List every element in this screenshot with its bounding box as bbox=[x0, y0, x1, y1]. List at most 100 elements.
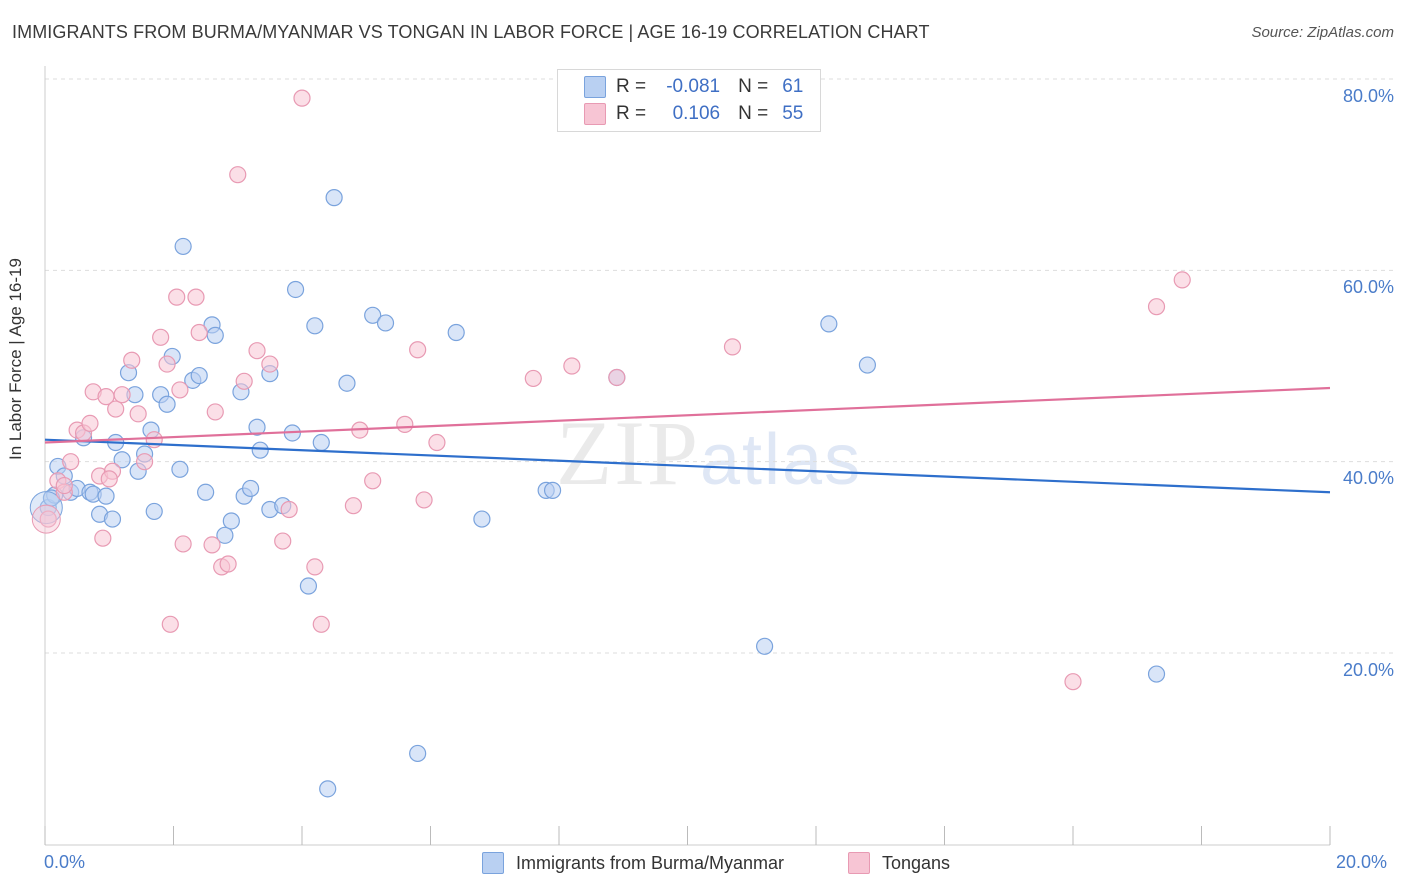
data-point bbox=[543, 481, 562, 499]
data-point bbox=[161, 615, 179, 633]
data-point bbox=[81, 414, 99, 432]
data-point bbox=[447, 323, 465, 342]
data-point bbox=[123, 351, 141, 369]
series-burma-points bbox=[29, 189, 1166, 798]
data-point bbox=[858, 356, 877, 374]
y-axis-label: In Labor Force | Age 16-19 bbox=[6, 258, 25, 460]
cluster-point bbox=[31, 504, 61, 534]
legend-r-value: 0.106 bbox=[672, 103, 721, 124]
data-point bbox=[319, 780, 337, 798]
legend-row-tongans: R = 0.106 N = 55 bbox=[558, 101, 803, 127]
data-point bbox=[409, 744, 427, 763]
data-point bbox=[428, 433, 446, 452]
data-point bbox=[100, 470, 118, 488]
data-point bbox=[222, 512, 240, 530]
data-point bbox=[409, 341, 427, 359]
data-point bbox=[152, 328, 170, 346]
trend-lines bbox=[44, 386, 1331, 494]
data-point bbox=[229, 166, 247, 184]
data-point bbox=[1173, 271, 1191, 289]
data-point bbox=[524, 369, 542, 388]
y-tick-60: 60.0% bbox=[1342, 277, 1394, 297]
watermark-atlas: atlas bbox=[700, 420, 863, 500]
data-point bbox=[376, 314, 395, 332]
legend-n-label: N = bbox=[738, 103, 769, 124]
data-point bbox=[103, 510, 122, 528]
data-point bbox=[312, 433, 330, 452]
data-point bbox=[94, 529, 112, 547]
data-point bbox=[364, 306, 382, 324]
data-point bbox=[293, 89, 311, 107]
data-point bbox=[158, 395, 176, 413]
legend-r-label: R = bbox=[616, 103, 647, 124]
bottom-legend-swatch-blue bbox=[482, 852, 504, 874]
axes bbox=[44, 66, 1331, 846]
legend-n-value: 61 bbox=[782, 76, 804, 97]
data-point bbox=[473, 510, 491, 528]
data-point bbox=[325, 189, 343, 207]
legend-r-value: -0.081 bbox=[666, 76, 721, 97]
trend-line-burma bbox=[44, 438, 1331, 494]
legend-row-burma: R = -0.081 N = 61 bbox=[558, 74, 803, 100]
data-point bbox=[396, 415, 414, 433]
data-point bbox=[62, 453, 80, 471]
data-point bbox=[242, 479, 260, 498]
legend-n-value: 55 bbox=[782, 103, 804, 124]
data-point bbox=[190, 323, 208, 342]
source-label: Source: ZipAtlas.com bbox=[1251, 24, 1394, 41]
bottom-legend-label: Tongans bbox=[882, 852, 951, 873]
legend-swatch-pink bbox=[584, 103, 606, 125]
data-point bbox=[274, 532, 292, 550]
data-point bbox=[206, 403, 224, 421]
data-point bbox=[135, 453, 154, 471]
data-point bbox=[158, 355, 176, 373]
grid-lines bbox=[45, 78, 1395, 654]
data-point bbox=[280, 500, 298, 519]
data-point bbox=[251, 441, 269, 459]
data-point bbox=[216, 526, 234, 544]
data-point bbox=[312, 615, 330, 633]
legend-r-label: R = bbox=[616, 76, 647, 97]
data-point bbox=[248, 418, 266, 436]
data-point bbox=[1147, 298, 1166, 316]
data-point bbox=[608, 368, 626, 387]
data-point bbox=[190, 366, 208, 385]
data-point bbox=[820, 315, 838, 333]
trend-line-tongans bbox=[44, 386, 1331, 444]
data-point bbox=[39, 510, 57, 528]
data-point bbox=[203, 536, 221, 554]
data-point bbox=[168, 288, 186, 306]
watermark: ZIPatlas bbox=[556, 400, 862, 506]
data-point bbox=[174, 535, 192, 553]
y-tick-40: 40.0% bbox=[1342, 468, 1394, 488]
y-tick-80: 80.0% bbox=[1342, 86, 1394, 106]
bottom-legend-burma: Immigrants from Burma/Myanmar bbox=[482, 852, 784, 874]
legend-n-label: N = bbox=[738, 76, 769, 97]
data-point bbox=[171, 381, 189, 399]
series-tongans-points bbox=[31, 89, 1191, 691]
data-point bbox=[97, 487, 115, 505]
bottom-legend-label: Immigrants from Burma/Myanmar bbox=[516, 852, 785, 873]
data-point bbox=[563, 357, 581, 375]
data-point bbox=[306, 317, 324, 335]
data-point bbox=[1147, 665, 1166, 683]
bottom-legend-swatch-pink bbox=[848, 852, 870, 874]
stats-legend: R = -0.081 N = 61 R = 0.106 N = 55 bbox=[557, 69, 821, 132]
data-point bbox=[187, 288, 205, 306]
data-point bbox=[55, 476, 73, 495]
data-point bbox=[197, 483, 215, 501]
data-point bbox=[755, 637, 774, 655]
data-point bbox=[415, 491, 433, 509]
data-point bbox=[338, 374, 356, 392]
y-tick-20: 20.0% bbox=[1342, 660, 1394, 680]
data-point bbox=[206, 326, 224, 344]
data-point bbox=[113, 451, 131, 469]
data-point bbox=[219, 555, 237, 573]
data-point bbox=[113, 386, 131, 404]
data-point bbox=[306, 558, 324, 576]
data-point bbox=[1064, 673, 1082, 691]
data-point bbox=[107, 400, 125, 418]
chart-title: IMMIGRANTS FROM BURMA/MYANMAR VS TONGAN … bbox=[12, 22, 930, 42]
data-point bbox=[129, 405, 147, 423]
